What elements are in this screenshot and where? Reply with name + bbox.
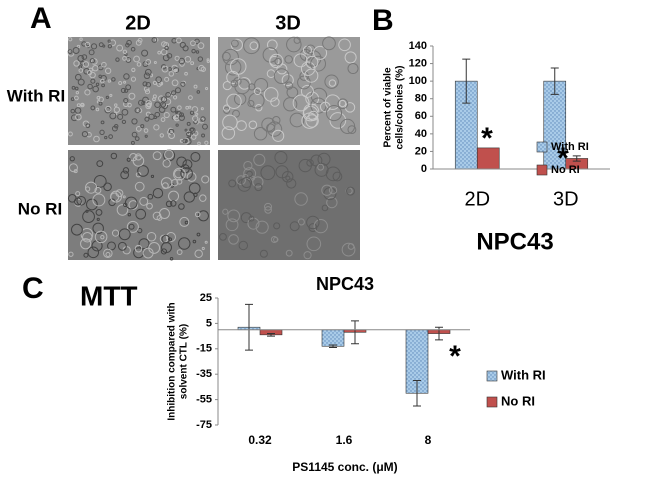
- y-tick-label: 80: [415, 93, 427, 105]
- method-label: MTT: [80, 280, 138, 311]
- y-tick-label: 20: [415, 145, 427, 157]
- y-tick-label: -35: [196, 368, 212, 380]
- y-axis-label: Inhibition compared with: [167, 302, 178, 420]
- x-tick-label: 1.6: [336, 433, 353, 447]
- y-tick-label: 140: [409, 40, 427, 52]
- y-tick-label: 120: [409, 57, 427, 69]
- x-tick-label: 2D: [464, 188, 490, 210]
- y-tick-label: 100: [409, 75, 427, 87]
- bar: [321, 329, 345, 347]
- image-row-label: With RI: [7, 86, 65, 105]
- panel-label: C: [22, 272, 44, 305]
- chart-title: NPC43: [476, 228, 553, 255]
- annotation: *: [449, 340, 461, 373]
- legend-swatch: [486, 370, 498, 382]
- y-axis-label: Percent of viable: [383, 67, 394, 147]
- panel-label: B: [372, 4, 394, 37]
- y-axis-label: solvent CTL (%): [179, 324, 190, 399]
- legend-label: With RI: [501, 367, 546, 382]
- error-bar: [329, 344, 337, 349]
- panel-label: A: [30, 2, 52, 35]
- error-bar: [413, 380, 421, 407]
- legend-label: No RI: [501, 393, 535, 408]
- error-bar: [245, 303, 253, 351]
- y-tick-label: 60: [415, 110, 427, 122]
- y-tick-label: 0: [421, 163, 427, 175]
- image-column-label: 2D: [125, 12, 151, 34]
- error-bar: [462, 58, 471, 104]
- micrograph: [218, 37, 360, 145]
- y-tick-label: -75: [196, 419, 212, 431]
- y-tick-label: -55: [196, 394, 212, 406]
- error-bar: [267, 333, 275, 337]
- x-tick-label: 0.32: [248, 433, 272, 447]
- legend-label: No RI: [551, 164, 580, 176]
- micrographs: [67, 36, 360, 261]
- error-bar: [550, 67, 559, 95]
- annotation: *: [481, 122, 493, 155]
- error-bar: [351, 320, 359, 345]
- legend-label: With RI: [551, 141, 589, 153]
- image-row-label: No RI: [18, 199, 62, 218]
- y-tick-label: 25: [200, 292, 212, 304]
- x-tick-label: 8: [425, 433, 432, 447]
- y-tick-label: 40: [415, 128, 427, 140]
- y-tick-label: 5: [206, 317, 212, 329]
- legend-swatch: [486, 396, 498, 408]
- x-tick-label: 3D: [553, 188, 579, 210]
- chart-title: NPC43: [316, 274, 374, 294]
- error-bar: [572, 155, 581, 162]
- annotation: *: [557, 142, 569, 175]
- legend-swatch: [536, 141, 548, 153]
- x-axis-label: PS1145 conc. (μM): [292, 460, 397, 474]
- image-column-label: 3D: [275, 12, 301, 34]
- legend-swatch: [536, 164, 548, 176]
- y-axis-label: cells/colonies (%): [395, 66, 406, 150]
- y-tick-label: -15: [196, 343, 212, 355]
